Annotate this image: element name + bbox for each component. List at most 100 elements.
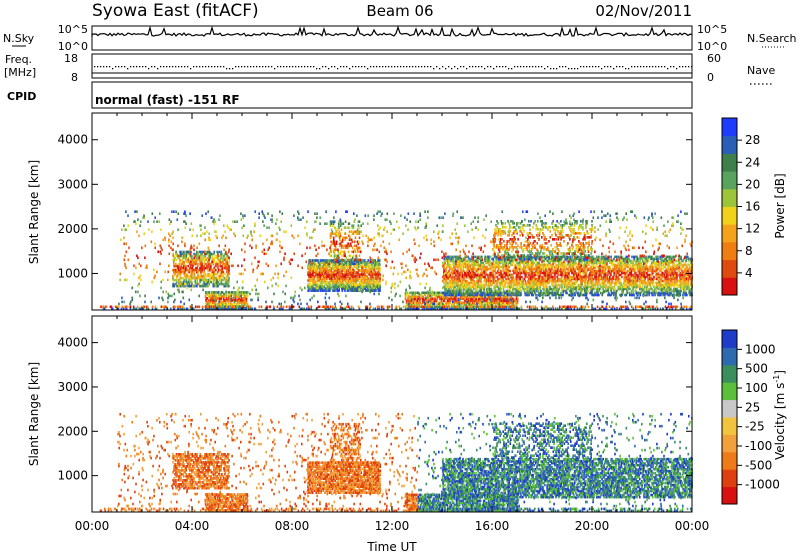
nave-dot <box>445 68 446 69</box>
heat-cell <box>194 275 196 278</box>
heat-cell <box>223 271 225 274</box>
heat-cell <box>500 270 502 273</box>
nave-dot <box>340 66 341 67</box>
heat-cell <box>210 281 212 284</box>
nave-dot <box>580 66 581 67</box>
heat-cell <box>310 285 312 288</box>
nave-dot <box>418 66 419 67</box>
nave-dot <box>490 66 491 67</box>
nave-dot <box>220 66 221 67</box>
heat-cell <box>331 255 333 258</box>
heat-cell <box>331 251 333 254</box>
heat-cell <box>489 256 491 259</box>
nave-dot <box>310 66 311 67</box>
heat-cell <box>500 266 502 269</box>
nave-dot <box>634 66 635 67</box>
heat-cell <box>354 241 356 244</box>
nave-dot <box>271 66 272 67</box>
cpid-label: CPID <box>7 90 36 103</box>
nave-dot <box>598 66 599 67</box>
nave-dot <box>367 68 368 69</box>
nave-dot <box>130 66 131 67</box>
heat-cell <box>228 277 230 280</box>
cpid-strip: normal (fast) -151 RF <box>92 82 692 108</box>
nave-dot <box>406 66 407 67</box>
freq-tick-low: 8 <box>71 71 78 84</box>
heat-cell <box>343 247 345 250</box>
freq-label: Freq. <box>5 53 32 66</box>
heat-cell <box>540 290 542 293</box>
heat-cell <box>526 272 528 275</box>
nave-dot <box>268 66 269 67</box>
nave-dot <box>100 66 101 67</box>
heat-cell <box>345 226 347 229</box>
nave-dot <box>472 66 473 67</box>
heat-cell <box>353 224 355 227</box>
nave-dot <box>487 66 488 67</box>
nave-dot <box>427 66 428 67</box>
heat-cell <box>533 262 535 265</box>
heat-cell <box>345 232 347 235</box>
nave-dot <box>688 66 689 67</box>
heat-cell <box>415 292 417 295</box>
heat-cell <box>502 284 504 287</box>
heat-cell <box>355 237 357 240</box>
heat-cell <box>197 263 199 266</box>
heat-cell <box>426 292 428 295</box>
heat-cell <box>437 302 439 305</box>
nave-dot <box>610 66 611 67</box>
nave-dot <box>520 66 521 67</box>
heat-cell <box>484 256 486 259</box>
nave-dot <box>253 66 254 67</box>
nave-dot <box>616 66 617 67</box>
nave-dot <box>361 66 362 67</box>
nave-dot <box>196 66 197 67</box>
nave-dot <box>442 66 443 67</box>
heat-cell <box>509 266 511 269</box>
heat-cell <box>359 226 361 229</box>
nave-dot <box>388 66 389 67</box>
heat-cell <box>349 222 351 225</box>
radar-summary-plot: Syowa East (fitACF) Beam 06 02/Nov/2011 … <box>0 0 800 554</box>
heat-cell <box>517 298 519 301</box>
nave-dot <box>424 66 425 67</box>
nave-dot <box>169 66 170 67</box>
heat-cell <box>520 290 522 293</box>
heat-cell <box>498 278 500 281</box>
nave-dot <box>394 66 395 67</box>
heat-cell <box>236 291 238 294</box>
nave-dot <box>103 66 104 67</box>
nave-dot <box>262 66 263 67</box>
nave-dot <box>607 66 608 67</box>
nave-dot <box>589 66 590 67</box>
nave-dot <box>625 68 626 69</box>
nsky-label: N.Sky <box>3 32 35 45</box>
nave-dot <box>118 66 119 67</box>
nave-dot <box>544 68 545 69</box>
nave-dot <box>430 66 431 67</box>
nave-dot <box>463 66 464 67</box>
nave-dot <box>358 66 359 67</box>
nave-dot <box>349 68 350 69</box>
heat-cell <box>247 291 249 294</box>
nave-tick-high: 60 <box>707 52 721 65</box>
nave-dot <box>505 66 506 67</box>
heat-cell <box>343 222 345 225</box>
heat-cell <box>356 245 358 248</box>
nave-dot <box>604 66 605 67</box>
nave-dot <box>412 66 413 67</box>
heat-cell <box>179 259 181 262</box>
nave-dot <box>448 66 449 67</box>
nave-dot <box>382 66 383 67</box>
heat-cell <box>331 261 333 264</box>
nave-dot <box>217 66 218 67</box>
heat-cell <box>340 251 342 254</box>
heat-cell <box>354 245 356 248</box>
nave-dot <box>355 66 356 67</box>
heat-cell <box>247 303 249 306</box>
heat-cell <box>222 291 224 294</box>
nave-dot <box>307 66 308 67</box>
nave-dot <box>637 66 638 67</box>
nave-dot <box>370 66 371 67</box>
nave-dot <box>283 66 284 67</box>
